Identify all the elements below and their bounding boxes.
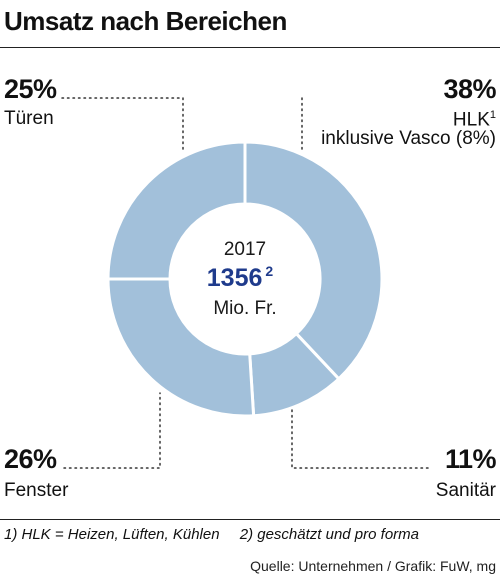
slice-fenster [106,277,256,418]
leader-sanitaer [291,409,433,469]
footnotes: 1) HLK = Heizen, Lüften, Kühlen 2) gesch… [4,526,435,543]
slice-tueren [106,140,247,281]
source-credit: Quelle: Unternehmen / Grafik: FuW, mg [250,558,496,574]
slice-label-hlk-detail: inklusive Vasco (8%) [321,128,496,149]
center-label: 2017 1356 2 Mio. Fr. [207,239,277,319]
center-unit: Mio. Fr. [213,298,276,319]
footnote-rule [0,519,500,520]
leader-tueren [61,97,184,153]
center-value: 1356 2 [207,263,274,292]
footnote-2: 2) geschätzt und pro forma [239,526,419,543]
donut-slices [106,140,384,418]
slice-label-fenster-pct: 26% [4,444,57,474]
slice-label-hlk-name: HLK1 [452,109,496,131]
chart-title: Umsatz nach Bereichen [4,6,287,36]
slice-hlk [243,140,384,381]
center-year: 2017 [224,239,266,260]
slice-label-sanitaer-pct: 11% [444,444,497,474]
footnote-1: 1) HLK = Heizen, Lüften, Kühlen [4,526,220,543]
slice-label-hlk-pct: 38% [443,74,496,104]
donut-chart: 2017 1356 2 Mio. Fr. [61,97,433,469]
slice-label-tueren-pct: 25% [4,74,57,104]
slice-label-sanitaer-name: Sanitär [435,480,496,501]
slice-label-tueren-name: Türen [4,108,54,129]
leader-lines [61,97,433,469]
leader-fenster [63,392,161,469]
title-rule [0,47,500,48]
slice-label-fenster-name: Fenster [4,480,69,501]
